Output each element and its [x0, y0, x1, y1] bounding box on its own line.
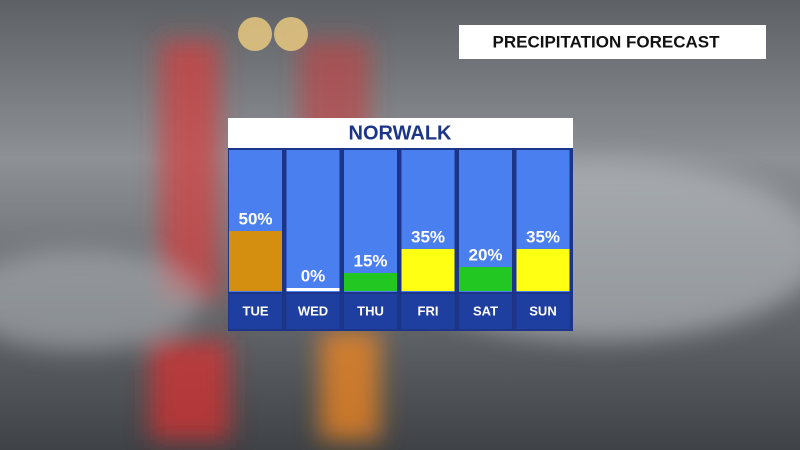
day-cell: [286, 294, 340, 329]
light: [238, 17, 272, 51]
panel: [228, 118, 573, 331]
day-cell: [459, 294, 512, 329]
x-tick-label: SAT: [473, 303, 498, 318]
value-label: 35%: [526, 227, 560, 246]
column: [344, 150, 397, 292]
x-tick-label: TUE: [243, 303, 269, 318]
light: [274, 17, 308, 51]
chart-title: NORWALK: [349, 122, 453, 144]
x-tick-label: FRI: [418, 303, 439, 318]
header-title: PRECIPITATION FORECAST: [493, 32, 721, 51]
value-label: 20%: [468, 245, 502, 264]
bar: [229, 231, 282, 291]
title-bar: [228, 118, 573, 148]
column: [286, 150, 340, 292]
day-cell: [344, 294, 397, 329]
day-cell: [516, 294, 570, 329]
bar: [401, 249, 455, 291]
x-tick-label: WED: [298, 303, 328, 318]
bar: [516, 249, 570, 291]
x-tick-label: THU: [357, 303, 384, 318]
value-label: 15%: [353, 251, 387, 270]
columns: TUE 50% WED 0% THU 15% FRI 35% SAT 20% SUN 35%: [229, 150, 570, 329]
bar: [286, 288, 340, 291]
value-label: 50%: [238, 209, 272, 228]
x-tick-label: SUN: [529, 303, 556, 318]
bar: [344, 273, 397, 291]
bar: [459, 267, 512, 291]
day-cell: [229, 294, 282, 329]
header-box: [459, 25, 766, 59]
value-label: 35%: [411, 227, 445, 246]
value-label: 0%: [301, 266, 326, 285]
day-cell: [401, 294, 455, 329]
